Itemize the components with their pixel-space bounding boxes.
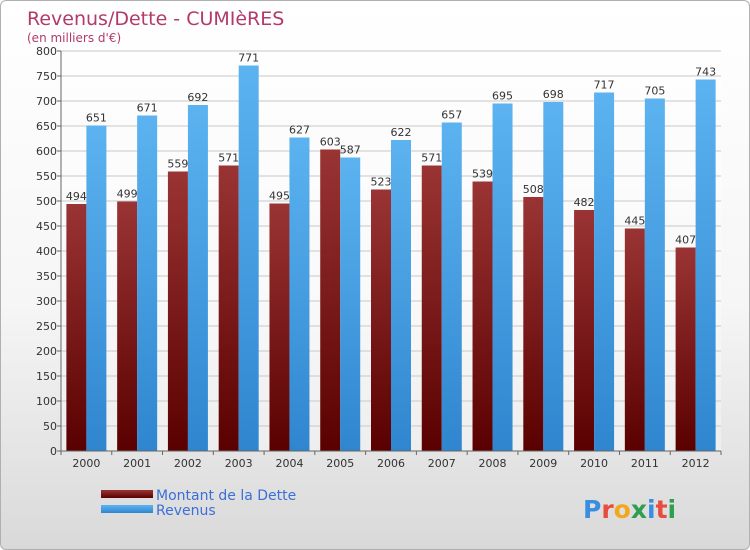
legend-label-revenus: Revenus (156, 503, 216, 519)
y-tick-label: 750 (36, 70, 57, 83)
data-label: 692 (187, 91, 208, 104)
data-label: 499 (117, 188, 138, 201)
x-tick-label: 2008 (479, 457, 507, 470)
bar-revenus (187, 105, 208, 451)
data-label: 698 (543, 88, 564, 101)
y-tick-label: 300 (36, 295, 57, 308)
y-tick-label: 50 (43, 420, 57, 433)
bar-debt (371, 189, 391, 451)
x-tick-label: 2010 (580, 457, 608, 470)
data-label: 523 (371, 176, 392, 189)
data-label: 587 (340, 144, 361, 157)
x-tick-label: 2000 (72, 457, 100, 470)
x-tick-label: 2007 (428, 457, 456, 470)
data-label: 559 (167, 158, 188, 171)
x-tick-label: 2002 (174, 457, 202, 470)
bar-revenus (543, 102, 564, 451)
bar-revenus (695, 79, 716, 451)
data-label: 705 (644, 85, 665, 98)
bar-revenus (137, 115, 158, 451)
data-label: 743 (695, 66, 716, 79)
chart-title: Revenus/Dette - CUMIèRES (27, 8, 284, 30)
data-label: 717 (594, 79, 615, 92)
y-tick-label: 250 (36, 320, 57, 333)
bar-debt (675, 247, 696, 451)
data-label: 539 (472, 168, 493, 181)
bar-revenus (492, 103, 513, 451)
bar-revenus (391, 140, 411, 451)
bar-revenus (289, 137, 310, 451)
proxiti-logo: Proxiti (583, 495, 676, 524)
legend: Montant de la Dette Revenus (101, 488, 296, 519)
data-label: 671 (137, 102, 158, 115)
y-tick-label: 700 (36, 95, 57, 108)
data-label: 622 (391, 126, 412, 139)
y-tick-label: 200 (36, 345, 57, 358)
data-label: 571 (421, 152, 442, 165)
bar-revenus (594, 92, 615, 451)
data-label: 482 (574, 196, 595, 209)
data-label: 771 (238, 52, 259, 65)
bar-debt (523, 197, 544, 451)
y-tick-label: 350 (36, 270, 57, 283)
bar-debt (218, 165, 239, 451)
x-tick-label: 2004 (275, 457, 303, 470)
data-label: 571 (218, 152, 239, 165)
y-tick-label: 0 (50, 445, 57, 458)
data-label: 495 (269, 190, 290, 203)
y-tick-label: 800 (36, 45, 57, 58)
x-axis: 2000 2001 2002 2003 2004 2005 2006 2007 2008 2009… (60, 450, 722, 470)
bar-revenus (340, 157, 361, 451)
x-tick-label: 2005 (326, 457, 354, 470)
legend-label-debt: Montant de la Dette (156, 488, 296, 504)
bar-debt (574, 210, 595, 451)
bar-debt (167, 171, 188, 451)
y-tick-label: 400 (36, 245, 57, 258)
y-tick-label: 450 (36, 220, 57, 233)
bar-debt (624, 228, 645, 451)
logo-text: Proxiti (583, 495, 676, 524)
data-label: 603 (320, 136, 341, 149)
y-tick-label: 600 (36, 145, 57, 158)
y-tick-label: 500 (36, 195, 57, 208)
data-label: 445 (624, 215, 645, 228)
x-tick-label: 2001 (123, 457, 151, 470)
bar-revenus (644, 98, 665, 451)
data-label: 508 (523, 183, 544, 196)
y-tick-label: 550 (36, 170, 57, 183)
bar-revenus (441, 122, 462, 451)
bar-debt (269, 203, 290, 451)
bar-debt (66, 204, 87, 451)
bar-revenus (86, 125, 107, 451)
x-tick-label: 2006 (377, 457, 405, 470)
data-label: 494 (66, 190, 87, 203)
y-tick-label: 650 (36, 120, 57, 133)
x-tick-label: 2011 (631, 457, 659, 470)
bar-debt (320, 149, 341, 451)
bar-debt (117, 201, 138, 451)
data-label: 651 (86, 112, 107, 125)
y-tick-label: 100 (36, 395, 57, 408)
legend-swatch-debt (101, 490, 153, 498)
data-label: 407 (675, 234, 696, 247)
x-tick-label: 2012 (682, 457, 710, 470)
bar-debt (421, 165, 442, 451)
bar-revenus (238, 65, 259, 451)
data-label: 627 (289, 124, 310, 137)
data-label: 657 (441, 109, 462, 122)
legend-swatch-revenus (101, 505, 153, 513)
x-tick-label: 2003 (225, 457, 253, 470)
bar-debt (472, 181, 493, 451)
data-label: 695 (492, 90, 513, 103)
chart-subtitle: (en milliers d'€) (27, 31, 121, 45)
y-tick-label: 150 (36, 370, 57, 383)
y-axis: 0 50 100 150 200 250 300 350 400 450 500 550 600 650 7… (36, 45, 62, 458)
x-tick-label: 2009 (529, 457, 557, 470)
